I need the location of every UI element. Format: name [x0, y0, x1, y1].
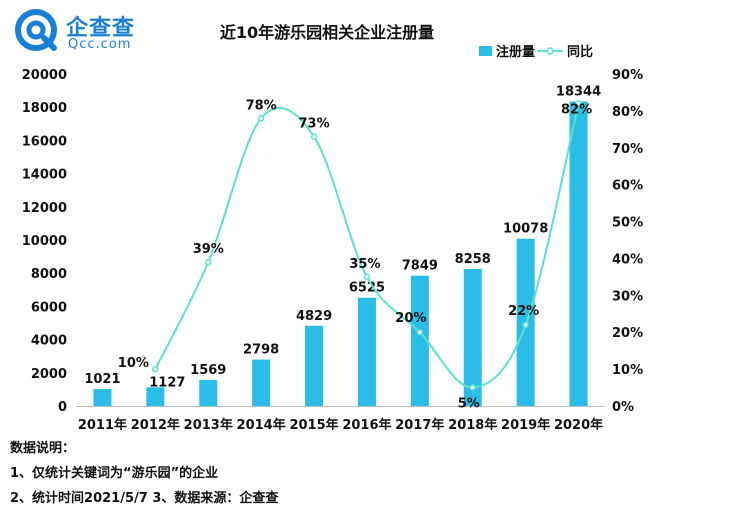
y-right-tick-label: 30%: [612, 289, 643, 304]
y-left-tick-label: 2000: [31, 367, 67, 382]
y-right-tick-label: 50%: [612, 216, 643, 231]
yoy-point: [257, 115, 265, 122]
bar: [357, 297, 376, 406]
bar-value-label: 7849: [402, 259, 438, 274]
y-right-tick-label: 40%: [612, 252, 643, 267]
y-left-tick-label: 10000: [22, 234, 67, 249]
yoy-value-label: 22%: [508, 304, 539, 319]
y-axis-left: 0 2000 4000 6000 8000 10000 12000 14000 16000 180…: [22, 68, 67, 415]
bar-series: [93, 101, 588, 407]
bar: [305, 325, 324, 406]
bar: [93, 389, 112, 406]
yoy-point: [363, 273, 371, 281]
y-left-tick-label: 16000: [22, 134, 67, 149]
x-tick-label: 2017年: [395, 417, 444, 430]
y-right-tick-label: 80%: [612, 105, 643, 120]
y-left-tick-label: 6000: [31, 300, 67, 315]
yoy-point: [469, 384, 476, 391]
data-notes: 数据说明： 1、仅统计关键词为“游乐园”的企业 2、统计时间2021/5/7 3…: [10, 436, 278, 511]
y-right-tick-label: 20%: [612, 326, 643, 341]
yoy-value-label: 20%: [395, 311, 426, 326]
x-tick-label: 2019年: [501, 417, 550, 430]
bar-value-label: 4829: [296, 309, 332, 324]
bar: [146, 387, 165, 406]
y-right-tick-label: 90%: [612, 68, 643, 83]
notes-heading: 数据说明：: [10, 441, 76, 456]
y-left-tick-label: 8000: [31, 267, 67, 282]
legend-bar-label: 注册量: [496, 44, 535, 60]
x-tick-label: 2015年: [289, 417, 338, 430]
bar-value-label: 1021: [84, 372, 120, 387]
yoy-point: [416, 328, 424, 336]
bar: [463, 268, 482, 406]
yoy-value-label: 39%: [193, 242, 224, 257]
y-right-tick-label: 0%: [612, 400, 634, 415]
legend-line-marker: [546, 47, 554, 55]
yoy-value-label: 73%: [298, 117, 329, 132]
notes-line-1: 1、仅统计关键词为“游乐园”的企业: [10, 466, 219, 481]
y-left-tick-label: 4000: [31, 334, 67, 349]
yoy-value-label: 82%: [561, 103, 592, 118]
y-left-tick-label: 20000: [22, 68, 67, 83]
legend: 注册量 同比: [479, 44, 593, 60]
qcc-logo-icon: [15, 9, 57, 51]
bar: [569, 101, 588, 407]
y-left-tick-label: 12000: [22, 201, 67, 216]
bar-value-label: 1127: [149, 375, 185, 390]
yoy-point: [522, 321, 529, 329]
x-tick-label: 2013年: [184, 417, 233, 430]
bar-value-label: 10078: [503, 222, 548, 237]
yoy-value-label: 35%: [349, 257, 380, 272]
yoy-value-label: 78%: [246, 98, 277, 113]
yoy-value-label: 10%: [118, 356, 149, 371]
brand-name-en: Qcc.com: [68, 37, 132, 52]
bar-value-label: 8258: [455, 252, 491, 267]
y-left-tick-label: 0: [58, 400, 67, 415]
y-right-tick-label: 10%: [612, 363, 643, 378]
y-left-tick-label: 14000: [22, 168, 67, 183]
bar: [410, 275, 429, 406]
x-tick-label: 2014年: [237, 417, 286, 430]
y-axis-right: 0% 10% 20% 30% 40% 50% 60% 70% 80% 90%: [612, 68, 643, 415]
legend-line-label: 同比: [567, 44, 593, 60]
yoy-point: [310, 133, 318, 140]
yoy-value-label: 5%: [458, 397, 480, 412]
bar-value-label: 18344: [556, 84, 601, 99]
brand-name-cn: 企查查: [66, 16, 136, 41]
x-axis: 2011年 2012年 2013年 2014年 2015年 2016年 2017年 2018年…: [78, 417, 603, 430]
x-tick-label: 2020年: [554, 417, 603, 430]
y-right-tick-label: 70%: [612, 142, 643, 157]
x-tick-label: 2016年: [342, 417, 391, 430]
yoy-labels: 10% 39% 78% 73% 35% 20% 5% 22% 82%: [118, 98, 592, 411]
x-tick-label: 2018年: [448, 417, 497, 430]
registration-chart: 近10年游乐园相关企业注册量 注册量 同比 0 2000 4000 6000 8000 1…: [22, 23, 643, 430]
logo: 企查查 Qcc.com: [14, 8, 184, 54]
x-tick-label: 2011年: [78, 417, 127, 430]
chart-title: 近10年游乐园相关企业注册量: [220, 23, 434, 42]
yoy-point: [575, 100, 582, 107]
y-left-tick-label: 18000: [22, 101, 67, 116]
yoy-points: [152, 100, 582, 391]
legend-bar-swatch: [479, 46, 492, 56]
bar-labels: 1021 1127 1569 2798 4829 6525 7849 8258 10078 183…: [84, 84, 601, 390]
bar-value-label: 2798: [243, 343, 279, 358]
yoy-point: [152, 365, 159, 373]
bar-value-label: 1569: [190, 363, 226, 378]
yoy-point: [205, 258, 212, 266]
bar-value-label: 6525: [349, 281, 385, 296]
notes-line-2: 2、统计时间2021/5/7 3、数据来源：企查查: [10, 491, 279, 506]
bar: [252, 359, 271, 406]
x-tick-label: 2012年: [131, 417, 180, 430]
bar: [199, 379, 218, 406]
y-right-tick-label: 60%: [612, 179, 643, 194]
